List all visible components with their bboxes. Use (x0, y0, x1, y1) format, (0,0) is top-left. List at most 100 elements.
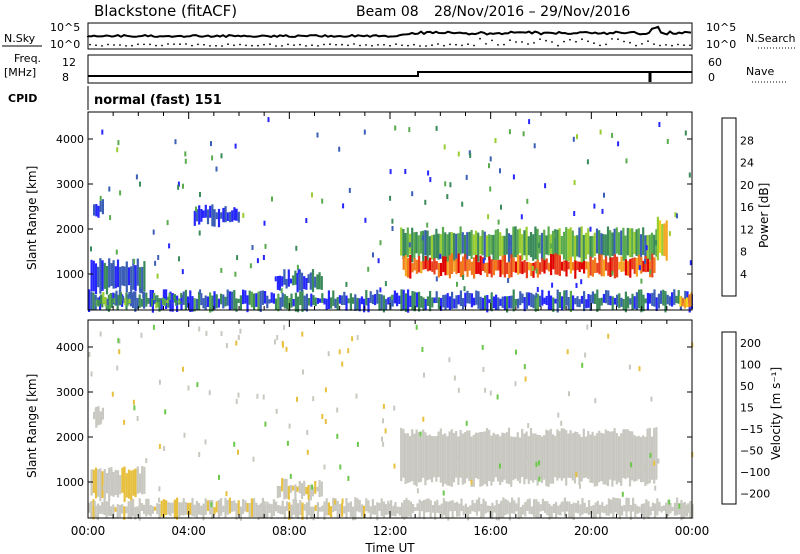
data-cell (550, 254, 553, 276)
data-cell (543, 435, 546, 480)
data-cell (283, 269, 286, 285)
data-cell (468, 259, 471, 271)
data-cell (312, 295, 315, 305)
speckle-cell (500, 204, 502, 210)
data-cell (415, 429, 418, 487)
data-cell (604, 429, 607, 485)
data-cell (547, 226, 550, 256)
data-cell (99, 200, 102, 212)
data-cell (502, 497, 505, 519)
speckle-cell (297, 268, 300, 274)
data-cell (492, 259, 495, 276)
data-cell (206, 209, 210, 225)
data-cell (261, 290, 264, 305)
data-cell (483, 431, 486, 485)
speckle-cell (177, 184, 180, 190)
speckle-cell (531, 265, 534, 271)
data-cell (655, 432, 658, 480)
data-cell (596, 262, 599, 273)
data-cell (400, 427, 403, 482)
data-cell (516, 229, 519, 258)
data-cell (605, 504, 608, 516)
data-cell (551, 434, 555, 484)
noise-right-tick-bottom: 10^0 (706, 38, 736, 51)
data-cell (614, 498, 617, 513)
data-cell (281, 276, 284, 287)
data-cell (499, 298, 502, 306)
data-cell (541, 258, 544, 272)
data-cell (253, 498, 256, 518)
speckle-cell (296, 264, 299, 270)
data-cell (415, 231, 418, 254)
speckle-cell (196, 382, 199, 388)
speckle-cell (643, 465, 645, 471)
data-cell (455, 295, 458, 309)
data-cell (94, 467, 98, 499)
speckle-cell (210, 141, 212, 147)
data-cell (638, 289, 641, 309)
speckle-cell (489, 156, 492, 162)
data-cell (99, 468, 102, 502)
speckle-cell (628, 364, 631, 370)
data-cell (512, 226, 515, 258)
data-cell (602, 293, 605, 303)
speckle-cell (225, 491, 228, 497)
data-cell (515, 503, 518, 512)
speckle-cell (118, 338, 121, 344)
speckle-cell (116, 147, 119, 153)
data-cell (409, 295, 412, 307)
data-cell (534, 261, 537, 271)
data-cell (123, 266, 126, 287)
data-cell (637, 435, 640, 480)
data-cell (479, 432, 482, 487)
data-cell (228, 211, 232, 223)
data-cell (125, 506, 128, 514)
speckle-cell (158, 486, 161, 492)
data-cell (539, 504, 542, 512)
data-cell (294, 499, 297, 517)
data-cell (558, 431, 561, 479)
speckle-cell (607, 333, 610, 339)
data-cell (535, 499, 538, 519)
data-cell (435, 291, 438, 303)
speckle-cell (617, 141, 620, 147)
data-cell (598, 254, 601, 275)
data-cell (560, 428, 563, 481)
noise-search-dot (167, 43, 169, 45)
data-cell (300, 483, 304, 499)
data-cell (408, 436, 412, 483)
data-cell (116, 470, 120, 498)
data-cell (576, 235, 579, 257)
data-cell (530, 263, 533, 277)
data-cell (577, 500, 580, 514)
speckle-cell (117, 140, 120, 146)
data-cell (114, 469, 117, 496)
data-cell (417, 432, 420, 483)
speckle-cell (394, 125, 397, 131)
speckle-cell (263, 501, 266, 507)
data-cell (583, 260, 586, 274)
noise-search-dot (407, 44, 409, 47)
speckle-cell (264, 243, 267, 249)
speckle-cell (109, 215, 112, 221)
data-cell (442, 294, 445, 308)
speckle-cell (482, 367, 485, 372)
data-cell (602, 433, 605, 485)
data-cell (640, 256, 643, 274)
data-cell (211, 204, 214, 227)
speckle-cell (568, 460, 571, 466)
speckle-cell (446, 194, 449, 200)
freq-tick-bottom: 8 (62, 71, 69, 84)
data-cell (527, 236, 530, 256)
velocity-plot-background (88, 320, 692, 518)
speckle-cell (101, 129, 104, 135)
data-cell (420, 296, 423, 308)
frequency-panel: Freq. [MHz] 12 8 60 0 Nave (4, 52, 786, 84)
speckle-cell (520, 214, 523, 220)
data-cell (160, 500, 163, 517)
noise-search-dot (629, 41, 631, 44)
data-cell (474, 230, 478, 259)
data-cell (426, 435, 429, 481)
speckle-cell (526, 198, 529, 204)
